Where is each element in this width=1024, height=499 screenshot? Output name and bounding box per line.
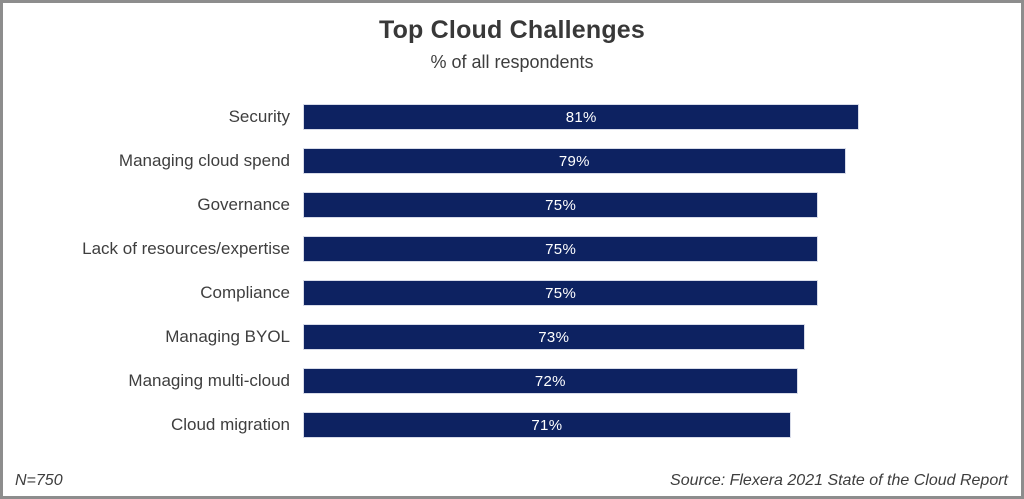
bar-row: Governance 75% (3, 183, 1021, 227)
category-label: Lack of resources/expertise (82, 239, 290, 258)
bar-value-label: 79% (558, 152, 590, 170)
sample-size-note: N=750 (15, 472, 63, 489)
bar-row: Lack of resources/expertise 75% (3, 227, 1021, 271)
category-label: Cloud migration (170, 415, 290, 434)
bar: 71% (303, 412, 791, 438)
category-label: Governance (197, 195, 290, 214)
bar-value-label: 81% (565, 108, 597, 126)
chart-title: Top Cloud Challenges (378, 16, 646, 44)
bar: 72% (303, 368, 798, 394)
bar: 75% (303, 280, 819, 306)
bar: 73% (303, 324, 805, 350)
bar-rows: Security 81% Managing cloud spend 79% Go… (3, 95, 1021, 447)
bar-track: 79% (303, 148, 990, 174)
bar-value-label: 75% (545, 284, 577, 302)
category-label: Managing cloud spend (118, 151, 290, 170)
bar-track: 73% (303, 324, 990, 350)
bar: 75% (303, 236, 819, 262)
bar-value-label: 75% (545, 196, 577, 214)
category-label: Managing multi-cloud (128, 371, 290, 390)
bar-chart: Security 81% Managing cloud spend 79% Go… (3, 95, 1021, 447)
bar: 81% (303, 104, 860, 130)
bar-track: 72% (303, 368, 990, 394)
bar-row: Managing multi-cloud 72% (3, 359, 1021, 403)
bar-value-label: 75% (545, 240, 577, 258)
category-label: Compliance (200, 283, 290, 302)
category-label: Managing BYOL (165, 327, 290, 346)
bar-track: 75% (303, 192, 990, 218)
bar-track: 71% (303, 412, 990, 438)
chart-subtitle: % of all respondents (430, 52, 594, 72)
bar-value-label: 73% (538, 328, 570, 346)
bar: 79% (303, 148, 846, 174)
bar-row: Security 81% (3, 95, 1021, 139)
bar-value-label: 71% (531, 416, 563, 434)
bar-track: 75% (303, 236, 990, 262)
bar-row: Cloud migration 71% (3, 403, 1021, 447)
bar-row: Managing BYOL 73% (3, 315, 1021, 359)
source-note: Source: Flexera 2021 State of the Cloud … (670, 472, 1008, 489)
category-label: Security (228, 107, 290, 126)
bar-row: Managing cloud spend 79% (3, 139, 1021, 183)
bar-track: 75% (303, 280, 990, 306)
bar-track: 81% (303, 104, 990, 130)
bar-row: Compliance 75% (3, 271, 1021, 315)
bar: 75% (303, 192, 819, 218)
chart-footer: N=750 Source: Flexera 2021 State of the … (15, 472, 1008, 490)
bar-value-label: 72% (534, 372, 566, 390)
chart-header: Top Cloud Challenges % of all respondent… (3, 3, 1021, 73)
